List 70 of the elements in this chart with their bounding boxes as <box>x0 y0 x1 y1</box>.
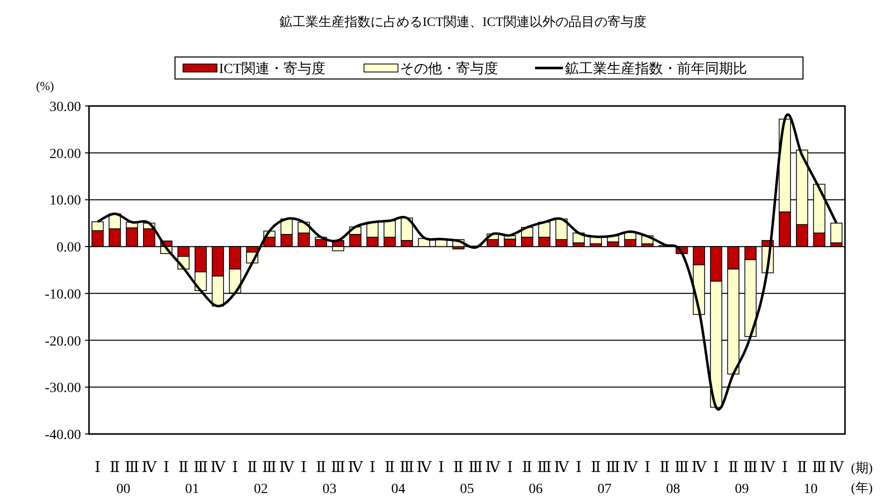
text: 00 <box>116 482 130 497</box>
x-tick-label: Ⅳ <box>416 460 433 476</box>
x-tick-label: Ⅲ <box>400 460 414 476</box>
x-tick-label: Ⅳ <box>760 460 776 476</box>
x-tick-label: Ⅲ <box>468 460 483 476</box>
text: 03 <box>322 482 337 497</box>
x-tick-label: Ⅱ <box>590 460 601 476</box>
x-tick-label: Ⅳ <box>554 460 570 476</box>
y-tick-label: -10.00 <box>44 287 81 302</box>
x-tick-label: Ⅲ <box>330 460 346 476</box>
x-tick-label: Ⅰ <box>644 460 650 476</box>
legend-label: その他・寄与度 <box>400 61 498 77</box>
x-tick-label: Ⅲ <box>812 460 826 476</box>
x-tick-label: Ⅰ <box>94 460 101 476</box>
y-axis-title: (%) <box>36 79 54 93</box>
x-tick-label: Ⅳ <box>348 460 364 476</box>
x-tick-label: Ⅳ <box>485 460 502 476</box>
x-tick-label: Ⅲ <box>674 460 690 476</box>
text: 07 <box>597 482 612 497</box>
x-tick-label: Ⅰ <box>163 460 170 476</box>
x-tick-label: Ⅲ <box>606 460 620 476</box>
x-tick-label: Ⅰ <box>713 460 720 476</box>
x-axis-title: (期) <box>851 460 873 475</box>
x-tick-label: Ⅲ <box>743 460 758 476</box>
x-tick-label: Ⅱ <box>110 460 120 476</box>
text: 06 <box>528 482 543 497</box>
chart-title: 鉱工業生産指数に占めるICT関連、ICT関連以外の品目の寄与度 <box>280 14 646 29</box>
x-tick-label: Ⅳ <box>622 460 639 476</box>
x-tick-label: Ⅰ <box>576 460 582 476</box>
x-tick-label: Ⅰ <box>300 460 307 476</box>
legend-label: 鉱工業生産指数・前年同期比 <box>565 61 747 77</box>
x-tick-label: Ⅰ <box>438 460 444 476</box>
text: 09 <box>734 482 749 497</box>
x-tick-label: Ⅱ <box>728 460 738 476</box>
y-tick-label: -20.00 <box>44 334 81 350</box>
x-tick-label: Ⅳ <box>279 460 296 476</box>
text: 10 <box>804 482 818 497</box>
x-tick-label: Ⅰ <box>370 460 376 476</box>
y-tick-label: 30.00 <box>50 100 81 115</box>
text: 02 <box>254 482 268 497</box>
y-tick-label: -30.00 <box>44 381 81 396</box>
x-tick-label: Ⅲ <box>537 460 552 476</box>
legend-label: ICT関連・寄与度 <box>219 61 326 77</box>
x-tick-label: Ⅲ <box>193 460 208 476</box>
x-tick-label: Ⅱ <box>247 460 258 476</box>
x-tick-label: Ⅱ <box>316 460 326 476</box>
text: 04 <box>391 482 406 497</box>
y-tick-label: 0.00 <box>56 240 81 256</box>
y-tick-label: 10.00 <box>50 194 81 209</box>
x-tick-label: Ⅳ <box>142 460 158 476</box>
x-tick-label: Ⅱ <box>384 460 395 476</box>
x-tick-label: Ⅱ <box>522 460 532 476</box>
x-tick-label: Ⅱ <box>178 460 189 476</box>
x-tick-label: Ⅳ <box>828 460 845 476</box>
x-tick-label: Ⅰ <box>782 460 788 476</box>
x-tick-label: Ⅱ <box>796 460 808 476</box>
x-tick-label: Ⅳ <box>210 460 226 476</box>
x-tick-label: Ⅲ <box>262 460 277 476</box>
x-tick-label: Ⅰ <box>506 460 513 476</box>
x-tick-label: Ⅳ <box>691 460 708 476</box>
text: 08 <box>666 482 680 497</box>
y-tick-label: -40.00 <box>44 428 81 443</box>
x-tick-label: Ⅲ <box>124 460 140 476</box>
x-tick-label: Ⅱ <box>659 460 670 476</box>
x-tick-label: Ⅱ <box>453 460 464 476</box>
text: (年) <box>851 480 873 495</box>
x-tick-label: Ⅰ <box>232 460 238 476</box>
text: 05 <box>460 482 474 497</box>
text: 01 <box>185 482 200 497</box>
y-tick-label: 20.00 <box>50 146 81 162</box>
